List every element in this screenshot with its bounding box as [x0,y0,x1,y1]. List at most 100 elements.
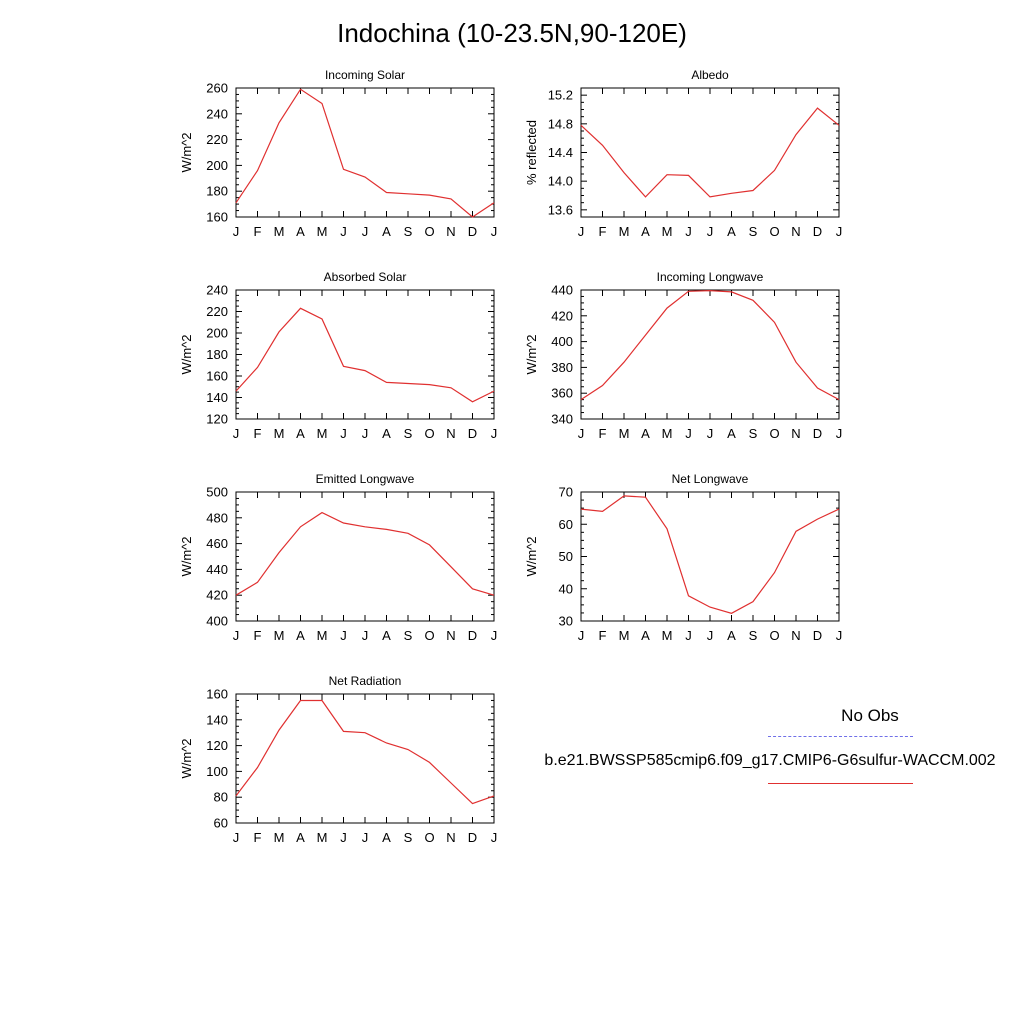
data-point [450,197,453,200]
y-tick-label: 360 [551,386,573,401]
x-tick-label: D [813,628,822,643]
x-tick-label: J [340,628,347,643]
y-tick-label: 200 [206,326,228,341]
y-tick-label: 13.6 [548,202,573,217]
x-tick-label: J [340,830,347,845]
data-point [709,606,712,609]
y-tick-label: 240 [206,283,228,298]
data-point [709,195,712,198]
data-point [795,530,798,533]
x-tick-label: S [404,628,413,643]
x-tick-label: J [707,426,714,441]
x-tick-label: D [468,224,477,239]
data-point [666,173,669,176]
y-tick-label: 14.4 [548,145,573,160]
y-tick-label: 15.2 [548,88,573,103]
data-point [428,383,431,386]
data-point [256,169,259,172]
x-tick-label: M [317,628,328,643]
y-tick-label: 40 [559,581,573,596]
x-tick-label: M [274,830,285,845]
legend-case-label: b.e21.BWSSP585cmip6.f09_g17.CMIP6-G6sulf… [544,752,996,769]
x-tick-label: M [274,224,285,239]
x-tick-label: A [296,628,305,643]
x-tick-label: S [749,224,758,239]
legend-case-swatch [768,783,913,784]
legend-obs-swatch [768,736,913,737]
data-point [752,600,755,603]
y-axis-label: W/m^2 [524,334,539,374]
data-point [752,189,755,192]
series-line [235,307,495,403]
x-tick-label: F [599,426,607,441]
legend: No Obs b.e21.BWSSP585cmip6.f09_g17.CMIP6… [520,700,1020,800]
x-tick-label: J [707,224,714,239]
data-point [428,761,431,764]
panel-incoming-longwave: Incoming Longwave W/m^2 340 360 380 400 420 440… [524,270,842,441]
data-point [730,192,733,195]
data-point [364,525,367,528]
data-point [687,290,690,293]
data-point [321,511,324,514]
y-tick-label: 140 [206,712,228,727]
y-tick-label: 70 [559,485,573,500]
data-point [385,528,388,531]
x-tick-label: A [727,426,736,441]
x-tick-label: J [685,224,692,239]
data-point [342,522,345,525]
data-point [471,216,474,219]
x-tick-label: S [749,426,758,441]
x-tick-label: F [599,628,607,643]
x-tick-label: A [296,830,305,845]
data-point [816,518,819,521]
y-tick-label: 420 [551,308,573,323]
plot-frame [235,289,495,420]
x-tick-label: F [254,830,262,845]
y-tick-label: 380 [551,360,573,375]
x-tick-label: A [382,628,391,643]
x-tick-label: A [641,426,650,441]
x-tick-label: F [599,224,607,239]
y-tick-label: 140 [206,390,228,405]
data-point [601,384,604,387]
y-tick-label: 220 [206,132,228,147]
y-axis-label: W/m^2 [179,738,194,778]
y-tick-label: 440 [551,283,573,298]
x-tick-label: J [362,628,369,643]
series-line [580,289,840,401]
data-point [342,365,345,368]
data-point [773,321,776,324]
x-tick-label: M [317,426,328,441]
x-tick-label: O [424,830,434,845]
x-tick-label: M [619,426,630,441]
y-axis-label: W/m^2 [179,132,194,172]
data-point [235,201,238,204]
data-point [687,174,690,177]
x-tick-label: M [274,426,285,441]
x-tick-label: J [685,426,692,441]
y-tick-label: 60 [559,517,573,532]
data-point [773,571,776,574]
plot-frame [580,491,840,622]
x-tick-label: S [404,426,413,441]
x-tick-label: J [233,426,240,441]
data-point [601,144,604,147]
data-point [666,527,669,530]
data-point [407,532,410,535]
x-tick-label: J [340,426,347,441]
data-point [580,508,583,511]
data-point [644,195,647,198]
data-point [838,508,841,511]
x-tick-label: S [749,628,758,643]
panel-title: Incoming Longwave [657,270,764,284]
x-tick-label: N [446,830,455,845]
x-tick-label: O [769,224,779,239]
panel-absorbed-solar: Absorbed Solar W/m^2 120 140 160 180 200 220 240… [179,270,497,441]
data-point [493,390,496,393]
x-tick-label: M [317,830,328,845]
data-point [838,398,841,401]
